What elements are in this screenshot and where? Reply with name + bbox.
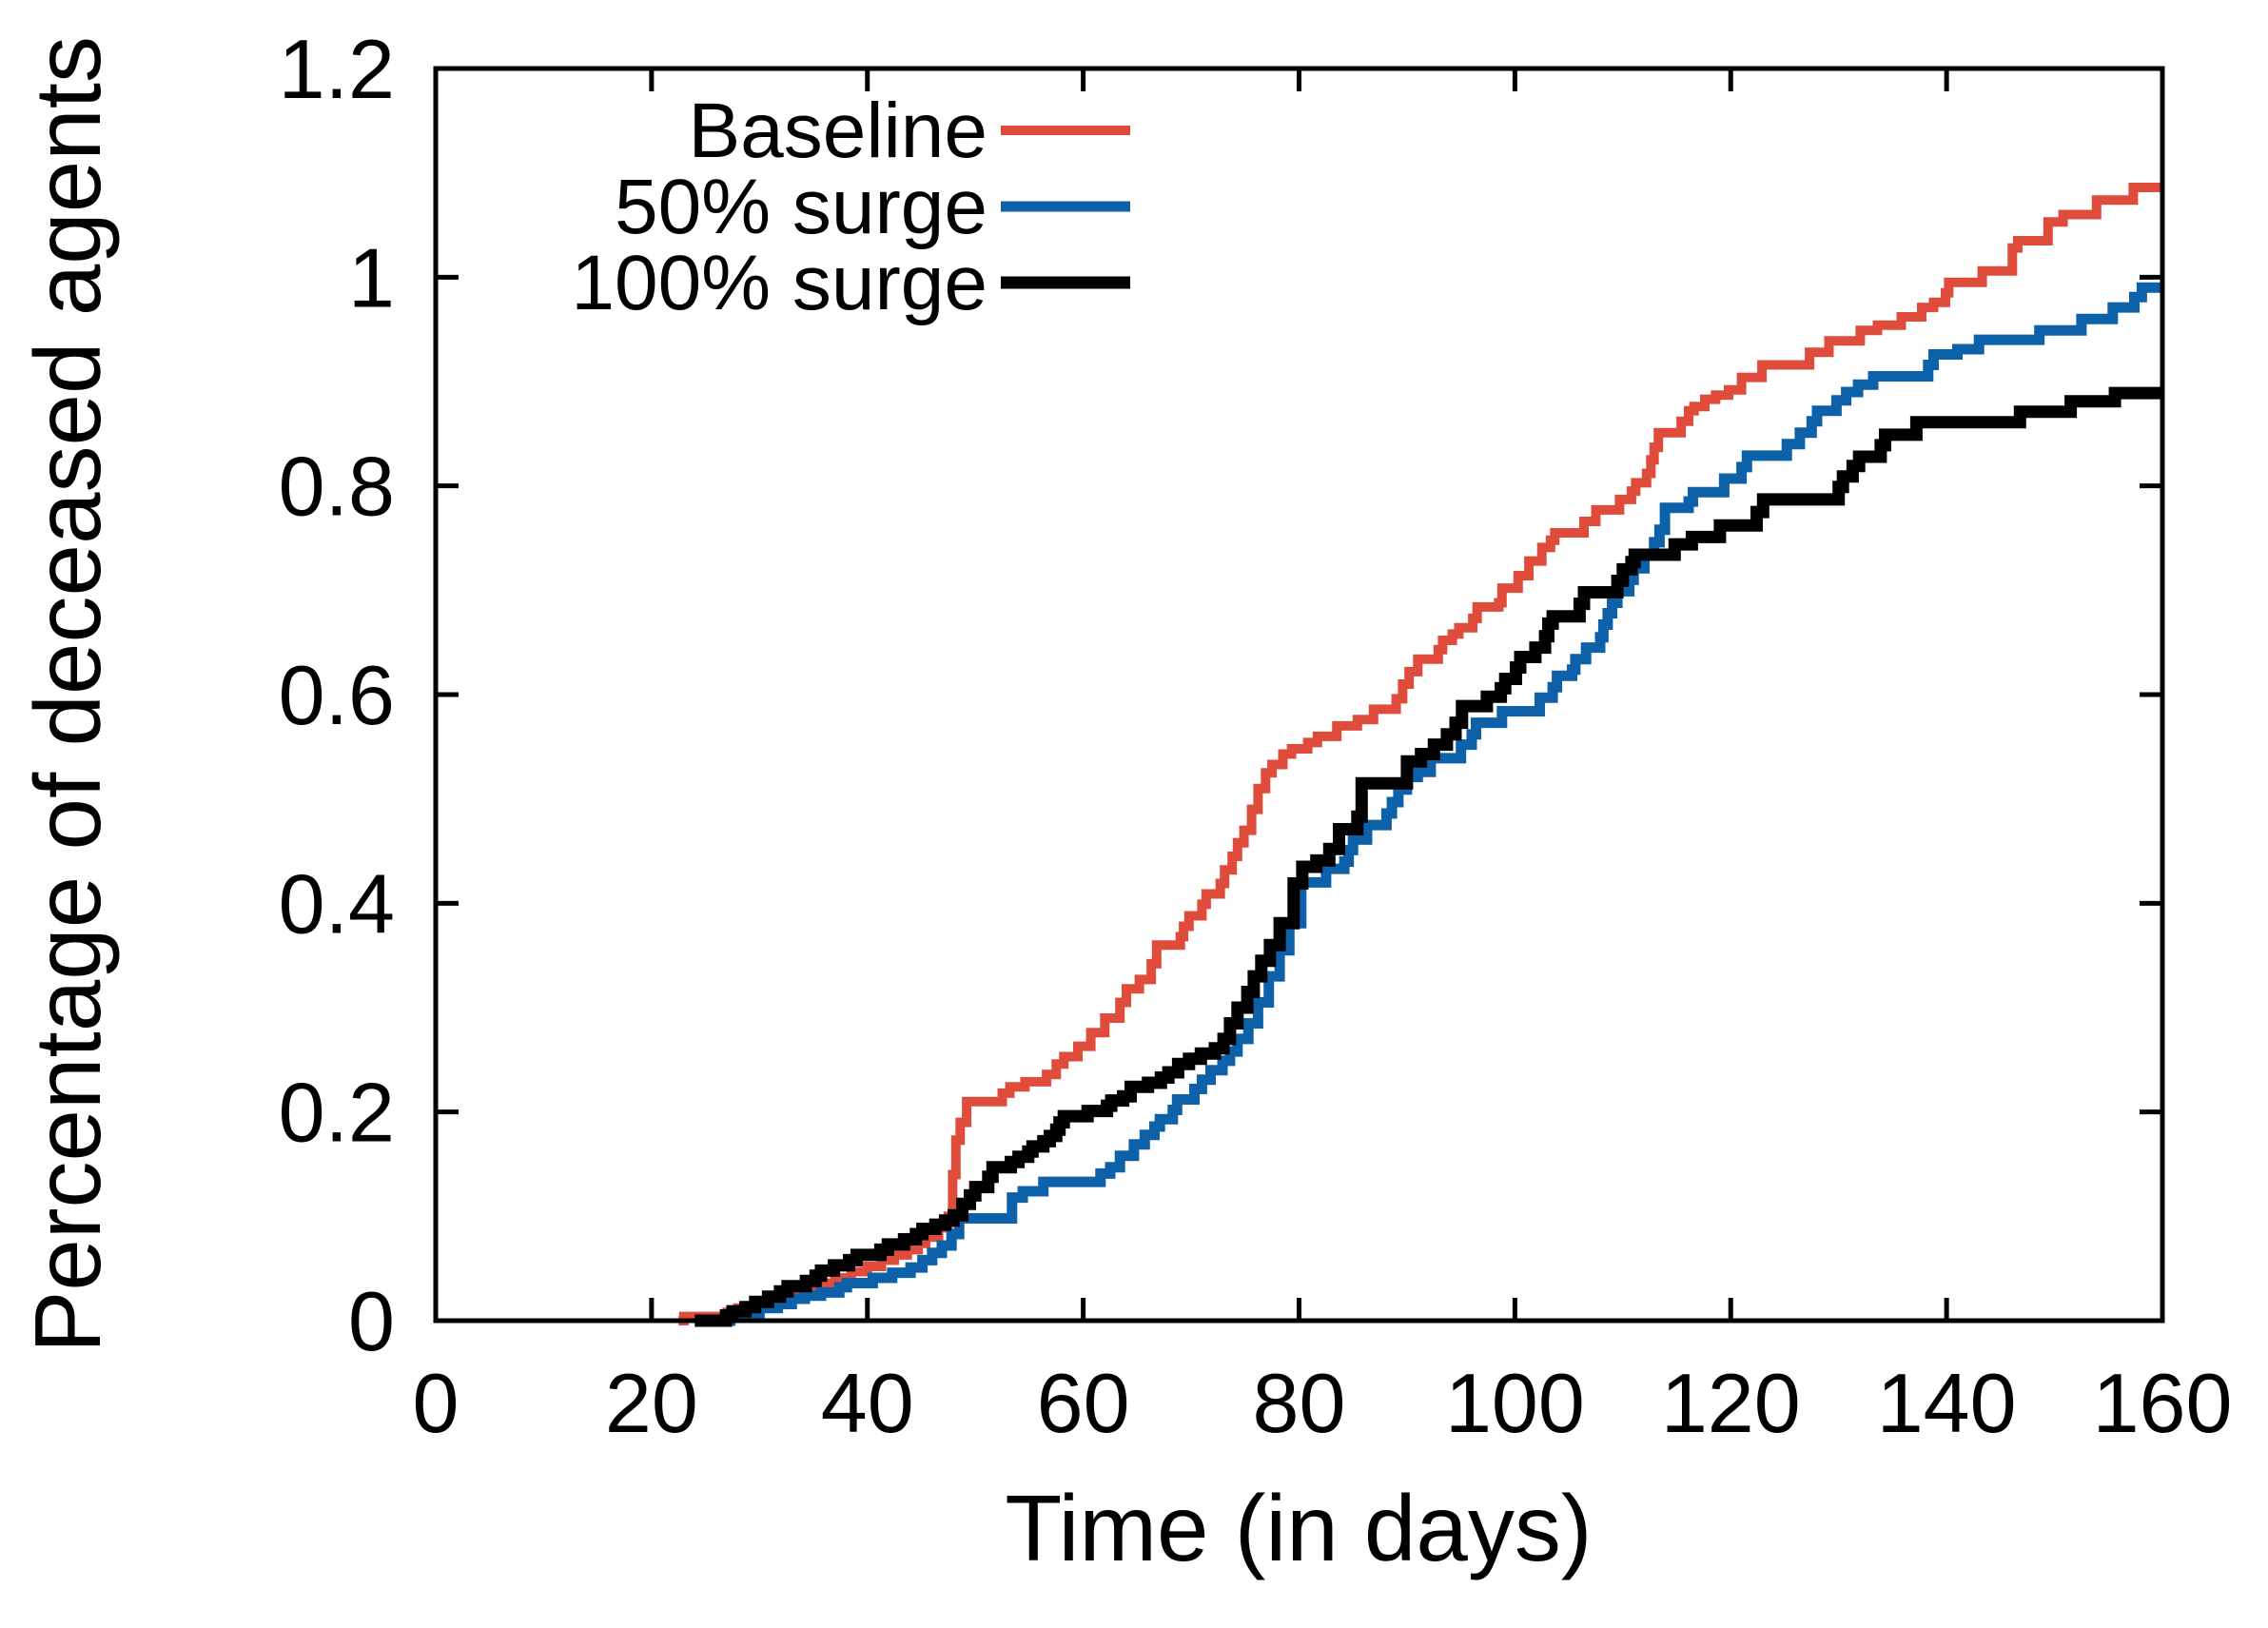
y-tick-label: 1 [348, 230, 395, 324]
axis-ticks: 0 20 40 60 80 100 120 140 160 0 0.2 0.4 0.6 0.8 1 1.2 [279, 22, 2233, 1450]
series-line-50-surge [715, 282, 2162, 1326]
legend-label-baseline: Baseline [688, 88, 987, 174]
x-tick-label: 40 [821, 1356, 914, 1450]
x-tick-label: 140 [1877, 1356, 2017, 1450]
y-tick-label: 0.4 [279, 856, 395, 951]
y-tick-label: 0.2 [279, 1066, 395, 1160]
y-tick-label: 0 [348, 1274, 395, 1368]
plot-border [433, 66, 2165, 1324]
x-tick-label: 100 [1445, 1356, 1585, 1450]
y-tick-label: 0.6 [279, 648, 395, 742]
y-axis-title: Percentage of deceased agents [15, 36, 120, 1353]
legend-label-50-surge: 50% surge [615, 164, 987, 250]
legend-label-100-surge: 100% surge [571, 240, 987, 326]
legend-item-50-surge: 50% surge [615, 164, 1130, 250]
series-line-100-surge [694, 386, 2162, 1327]
x-tick-label: 0 [413, 1356, 459, 1450]
x-tick-label: 20 [605, 1356, 698, 1450]
x-tick-label: 60 [1037, 1356, 1130, 1450]
x-tick-label: 160 [2093, 1356, 2233, 1450]
x-axis-title: Time (in days) [1005, 1476, 1592, 1580]
data-series [678, 183, 2162, 1327]
y-tick-label: 0.8 [279, 440, 395, 534]
y-tick-label: 1.2 [279, 22, 395, 116]
legend-item-100-surge: 100% surge [571, 240, 1130, 326]
legend-item-baseline: Baseline [688, 88, 1130, 174]
x-tick-label: 80 [1253, 1356, 1346, 1450]
x-tick-label: 120 [1661, 1356, 1801, 1450]
